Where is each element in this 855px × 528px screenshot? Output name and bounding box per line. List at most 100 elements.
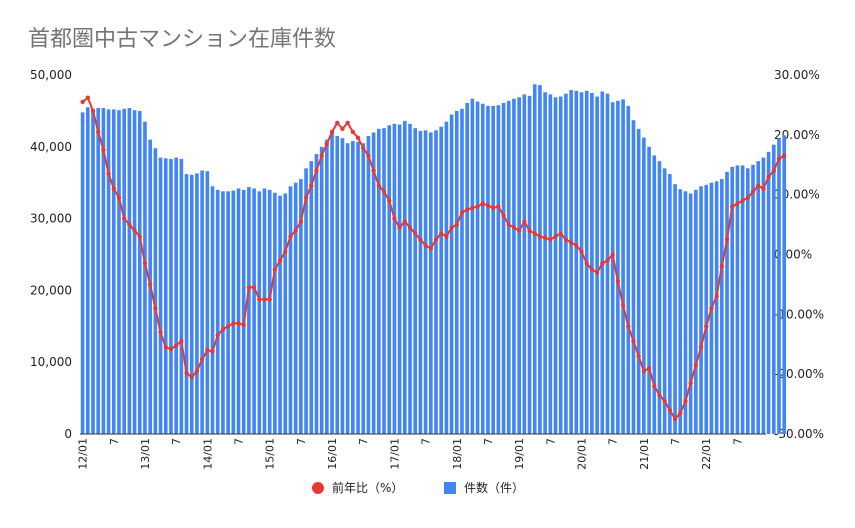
bar <box>647 146 651 435</box>
line-point <box>672 416 678 422</box>
bar <box>366 136 371 434</box>
bar <box>278 195 282 434</box>
line-point <box>615 279 621 284</box>
bar <box>564 93 568 435</box>
bar <box>283 193 288 434</box>
bar <box>694 189 698 434</box>
x-tick-label: 7 <box>233 438 246 445</box>
x-tick-label: 14/01 <box>201 438 214 470</box>
line-point <box>158 330 163 335</box>
bar <box>179 159 184 434</box>
bar <box>288 186 293 434</box>
line-point <box>719 264 725 269</box>
bar <box>527 95 532 434</box>
left-y-tick-label: 20,000 <box>30 283 72 297</box>
x-tick-label: 7 <box>420 438 433 445</box>
bar <box>439 126 444 434</box>
line-point <box>740 198 745 203</box>
bar <box>480 103 485 434</box>
line-point <box>350 129 356 135</box>
line-point <box>631 339 636 344</box>
line-point <box>402 219 408 224</box>
line-point <box>225 324 231 329</box>
bar <box>267 189 272 434</box>
line-point <box>236 321 241 326</box>
left-y-tick-label: 30,000 <box>30 212 72 226</box>
line-point <box>605 258 610 263</box>
right-y-axis: -30.00%-20.00%-10.00%0.00%10.00%20.00%30… <box>774 68 824 441</box>
bar <box>740 165 745 434</box>
bar <box>465 103 469 434</box>
right-y-tick-label: 10.00% <box>774 188 820 202</box>
bar <box>205 171 210 434</box>
line-point <box>101 147 106 152</box>
bar <box>766 151 771 434</box>
line-point <box>90 108 96 114</box>
bar <box>397 124 402 434</box>
line-point <box>714 294 719 299</box>
bar <box>735 165 740 434</box>
right-y-tick-label: -30.00% <box>774 427 824 441</box>
line-path <box>81 96 785 421</box>
line-point <box>641 368 647 374</box>
bar <box>522 94 527 434</box>
line-point <box>475 204 480 209</box>
bar <box>657 161 662 434</box>
bar <box>558 96 563 434</box>
line-point <box>750 189 756 194</box>
bar <box>616 100 620 434</box>
line-point <box>277 258 283 263</box>
x-tick-label: 15/01 <box>264 438 277 470</box>
line-point <box>345 120 350 126</box>
line-point <box>490 205 496 211</box>
bar <box>714 181 719 434</box>
bar <box>377 128 381 434</box>
bar <box>418 131 423 434</box>
bar <box>642 137 646 434</box>
line-point <box>594 270 600 275</box>
line-point <box>688 380 693 386</box>
bar <box>314 153 319 435</box>
bar <box>668 174 672 434</box>
line-point <box>563 237 569 242</box>
bar <box>761 157 766 434</box>
bar <box>236 188 241 434</box>
x-tick-label: 7 <box>170 438 183 445</box>
x-tick-label: 18/01 <box>451 438 464 470</box>
bar <box>631 120 636 434</box>
bar <box>304 168 308 434</box>
left-y-axis: 0 10,000 20,000 30,000 40,000 50,000 <box>30 68 72 441</box>
line-point <box>449 225 454 230</box>
bar <box>704 184 709 434</box>
bar <box>153 148 158 435</box>
bar <box>512 98 516 434</box>
bar <box>532 84 537 434</box>
bar <box>325 139 329 434</box>
line-point <box>95 129 101 135</box>
bar <box>782 135 787 434</box>
line-point <box>324 141 330 147</box>
x-tick-label: 16/01 <box>326 438 339 470</box>
bar <box>122 108 126 434</box>
line-point <box>683 398 688 404</box>
chart-title: 首都圏中古マンション在庫件数 <box>28 27 336 52</box>
bar <box>137 110 142 435</box>
line-point <box>137 234 142 239</box>
line-point <box>761 186 766 191</box>
line-point <box>376 183 382 188</box>
bar <box>101 108 106 434</box>
line-point <box>257 297 262 302</box>
line-point <box>724 237 730 242</box>
bar <box>428 132 433 434</box>
line-point <box>620 303 626 308</box>
line-point <box>454 222 459 227</box>
bar <box>226 191 230 434</box>
bar <box>80 112 85 434</box>
line-point <box>678 410 683 416</box>
line-point <box>215 333 220 338</box>
bar <box>413 128 418 434</box>
bar <box>273 192 277 434</box>
bar <box>626 105 631 435</box>
line-point <box>756 183 761 188</box>
